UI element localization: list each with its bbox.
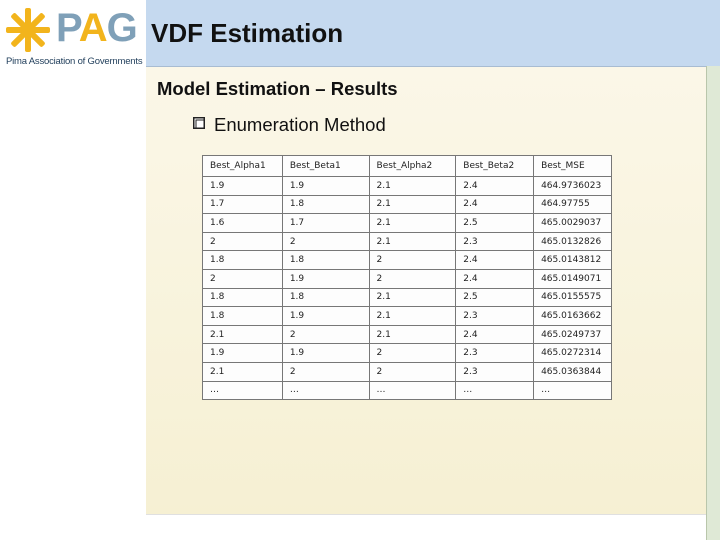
table-cell: 2.4 (455, 194, 535, 215)
table-cell: 1.7 (281, 213, 370, 233)
table-cell: 1.9 (281, 306, 370, 326)
table-cell: 2.1 (368, 176, 457, 196)
right-side-bar (706, 66, 720, 540)
table-cell: 2 (368, 250, 457, 270)
logo-letter-p: P (56, 6, 80, 50)
table-cell: … (533, 380, 612, 401)
table-cell: 465.0149071 (533, 268, 612, 289)
header-best-beta2: Best_Beta2 (455, 155, 535, 177)
table-cell: 1.9 (202, 343, 283, 363)
table-row: 1.9 1.9 2.1 2.4 464.9736023 (202, 176, 612, 196)
header-best-alpha2: Best_Alpha2 (368, 155, 457, 177)
table-cell: … (455, 380, 535, 401)
bullet-text: Enumeration Method (214, 114, 386, 135)
table-cell: 2.1 (202, 324, 283, 345)
logo-tagline: Pima Association of Governments (6, 56, 143, 67)
table-cell: 2.4 (455, 250, 535, 270)
table-cell: 1.7 (202, 194, 283, 215)
table-row: 1.9 1.9 2 2.3 465.0272314 (202, 343, 612, 363)
table-cell: 465.0155575 (533, 287, 612, 308)
table-cell: 1.8 (281, 287, 370, 308)
table-cell: 465.0249737 (533, 324, 612, 345)
table-cell: 1.8 (202, 250, 283, 270)
pag-logo: PAG Pima Association of Governments (0, 0, 146, 68)
table-cell: 1.8 (202, 306, 283, 326)
sun-star-icon (6, 8, 50, 52)
table-cell: 1.8 (281, 250, 370, 270)
table-row: 1.6 1.7 2.1 2.5 465.0029037 (202, 213, 612, 233)
table-row: 2.1 2 2 2.3 465.0363844 (202, 361, 612, 382)
table-cell: 465.0363844 (533, 361, 612, 382)
table-cell: 2.1 (368, 231, 457, 252)
left-strip (0, 0, 146, 540)
table-cell: 2.1 (368, 306, 457, 326)
table-cell: 1.9 (281, 343, 370, 363)
table-cell: 1.8 (281, 194, 370, 215)
table-row: 2 1.9 2 2.4 465.0149071 (202, 268, 612, 289)
table-cell: 1.8 (202, 287, 283, 308)
logo-letter-g: G (106, 6, 138, 50)
checkbox-bullet-icon (193, 117, 205, 129)
table-cell: 2.4 (455, 176, 535, 196)
table-cell: 2.1 (368, 213, 457, 233)
table-cell: 1.9 (281, 176, 370, 196)
table-cell: 465.0029037 (533, 213, 612, 233)
table-cell: 2 (281, 361, 370, 382)
table-cell: 1.9 (281, 268, 370, 289)
header-best-alpha1: Best_Alpha1 (202, 155, 283, 177)
table-cell: 2 (202, 268, 283, 289)
table-row: 1.7 1.8 2.1 2.4 464.97755 (202, 194, 612, 215)
table-row: 2 2 2.1 2.3 465.0132826 (202, 231, 612, 252)
table-cell: … (368, 380, 457, 401)
table-row: …………… (202, 380, 612, 401)
table-cell: … (281, 380, 370, 401)
table-body: 1.9 1.9 2.1 2.4 464.9736023 1.7 1.8 2.1 2.4 464.9… (202, 176, 612, 401)
table-cell: 2.1 (368, 324, 457, 345)
table-cell: 2.3 (455, 343, 535, 363)
table-cell: 2.4 (455, 268, 535, 289)
table-cell: 1.6 (202, 213, 283, 233)
table-cell: 2 (202, 231, 283, 252)
logo-letters: PAG (56, 4, 138, 52)
table-cell: 2.3 (455, 231, 535, 252)
table-row: 1.8 1.8 2.1 2.5 465.0155575 (202, 287, 612, 308)
table-cell: 465.0272314 (533, 343, 612, 363)
table-cell: 2.5 (455, 213, 535, 233)
table-row: 1.8 1.9 2.1 2.3 465.0163662 (202, 306, 612, 326)
table-cell: 465.0163662 (533, 306, 612, 326)
table-cell: 464.9736023 (533, 176, 612, 196)
table-cell: 2.4 (455, 324, 535, 345)
slide-title: VDF Estimation (151, 18, 344, 48)
table-cell: 2.5 (455, 287, 535, 308)
table-cell: 2.3 (455, 306, 535, 326)
table-cell: 2 (281, 231, 370, 252)
table-cell: 2 (281, 324, 370, 345)
table-cell: 2.1 (368, 194, 457, 215)
table-cell: 2 (368, 343, 457, 363)
table-cell: 2.3 (455, 361, 535, 382)
table-row: 1.8 1.8 2 2.4 465.0143812 (202, 250, 612, 270)
header-best-beta1: Best_Beta1 (281, 155, 370, 177)
table-row: 2.1 2 2.1 2.4 465.0249737 (202, 324, 612, 345)
table-cell: 1.9 (202, 176, 283, 196)
logo-letter-a: A (78, 6, 108, 50)
table-cell: 2.1 (368, 287, 457, 308)
bottom-bar (146, 514, 706, 541)
header-band: VDF Estimation (146, 0, 720, 67)
table-cell: 464.97755 (533, 194, 612, 215)
results-table: Best_Alpha1 Best_Beta1 Best_Alpha2 Best_… (202, 155, 612, 401)
table-cell: 2 (368, 361, 457, 382)
table-header-row: Best_Alpha1 Best_Beta1 Best_Alpha2 Best_… (202, 155, 612, 177)
section-subtitle: Model Estimation – Results (157, 78, 398, 99)
table-cell: … (202, 380, 283, 401)
table-cell: 465.0132826 (533, 231, 612, 252)
header-best-mse: Best_MSE (533, 155, 612, 177)
table-cell: 465.0143812 (533, 250, 612, 270)
table-cell: 2.1 (202, 361, 283, 382)
table-cell: 2 (368, 268, 457, 289)
